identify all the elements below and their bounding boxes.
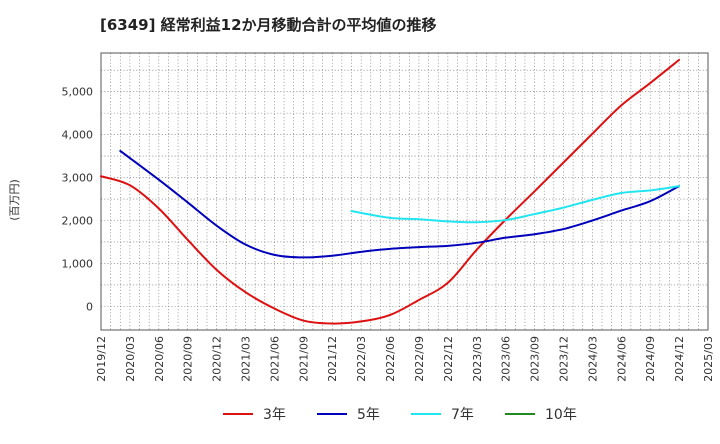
x-tick-label: 2022/12 [442, 336, 455, 382]
series-line-3 [350, 185, 681, 224]
y-tick-label: 5,000 [62, 86, 94, 99]
x-tick-label: 2021/12 [326, 336, 339, 382]
y-tick-label: 3,000 [62, 172, 94, 185]
x-axis-ticks: 2019/12 2020/03 2020/06 2020/09 2020/12 2021/… [95, 336, 715, 382]
x-tick-label: 2024/09 [644, 336, 657, 382]
y-axis-label: (百万円) [8, 179, 21, 221]
x-tick-label: 2021/03 [240, 336, 253, 382]
x-tick-label: 2023/12 [557, 336, 570, 382]
x-tick-label: 2020/03 [124, 336, 137, 382]
x-tick-label: 2024/12 [673, 336, 686, 382]
series-layer [100, 58, 681, 325]
y-tick-label: 0 [86, 300, 93, 313]
x-tick-label: 2021/06 [268, 336, 281, 382]
x-tick-label: 2023/06 [500, 336, 513, 382]
x-tick-label: 2021/09 [297, 336, 310, 382]
x-tick-label: 2024/03 [586, 336, 599, 382]
legend-label-3: 7年 [451, 407, 474, 423]
y-axis-ticks: 0 1,000 2,000 3,000 4,000 5,000 [62, 86, 94, 314]
series-line-1 [100, 58, 681, 325]
x-tick-label: 2022/06 [384, 336, 397, 382]
legend: 3年 5年 7年 10年 [223, 407, 577, 423]
y-tick-label: 1,000 [62, 257, 94, 270]
y-tick-label: 4,000 [62, 129, 94, 142]
x-tick-label: 2022/09 [413, 336, 426, 382]
y-tick-label: 2,000 [62, 214, 94, 227]
series-line-2 [119, 149, 681, 259]
x-tick-label: 2020/12 [211, 336, 224, 382]
legend-label-4: 10年 [545, 407, 577, 423]
x-tick-label: 2019/12 [95, 336, 108, 382]
legend-label-2: 5年 [357, 407, 380, 423]
x-tick-label: 2023/09 [529, 336, 542, 382]
chart-title: [6349] 経常利益12か月移動合計の平均値の推移 [100, 16, 437, 34]
plot-frame [100, 52, 709, 331]
grid-layer [101, 53, 708, 330]
x-tick-label: 2023/03 [471, 336, 484, 382]
x-tick-label: 2020/06 [153, 336, 166, 382]
x-tick-label: 2025/03 [702, 336, 715, 382]
legend-label-1: 3年 [263, 407, 286, 423]
x-tick-label: 2024/06 [615, 336, 628, 382]
x-tick-label: 2020/09 [182, 336, 195, 382]
x-tick-label: 2022/03 [355, 336, 368, 382]
